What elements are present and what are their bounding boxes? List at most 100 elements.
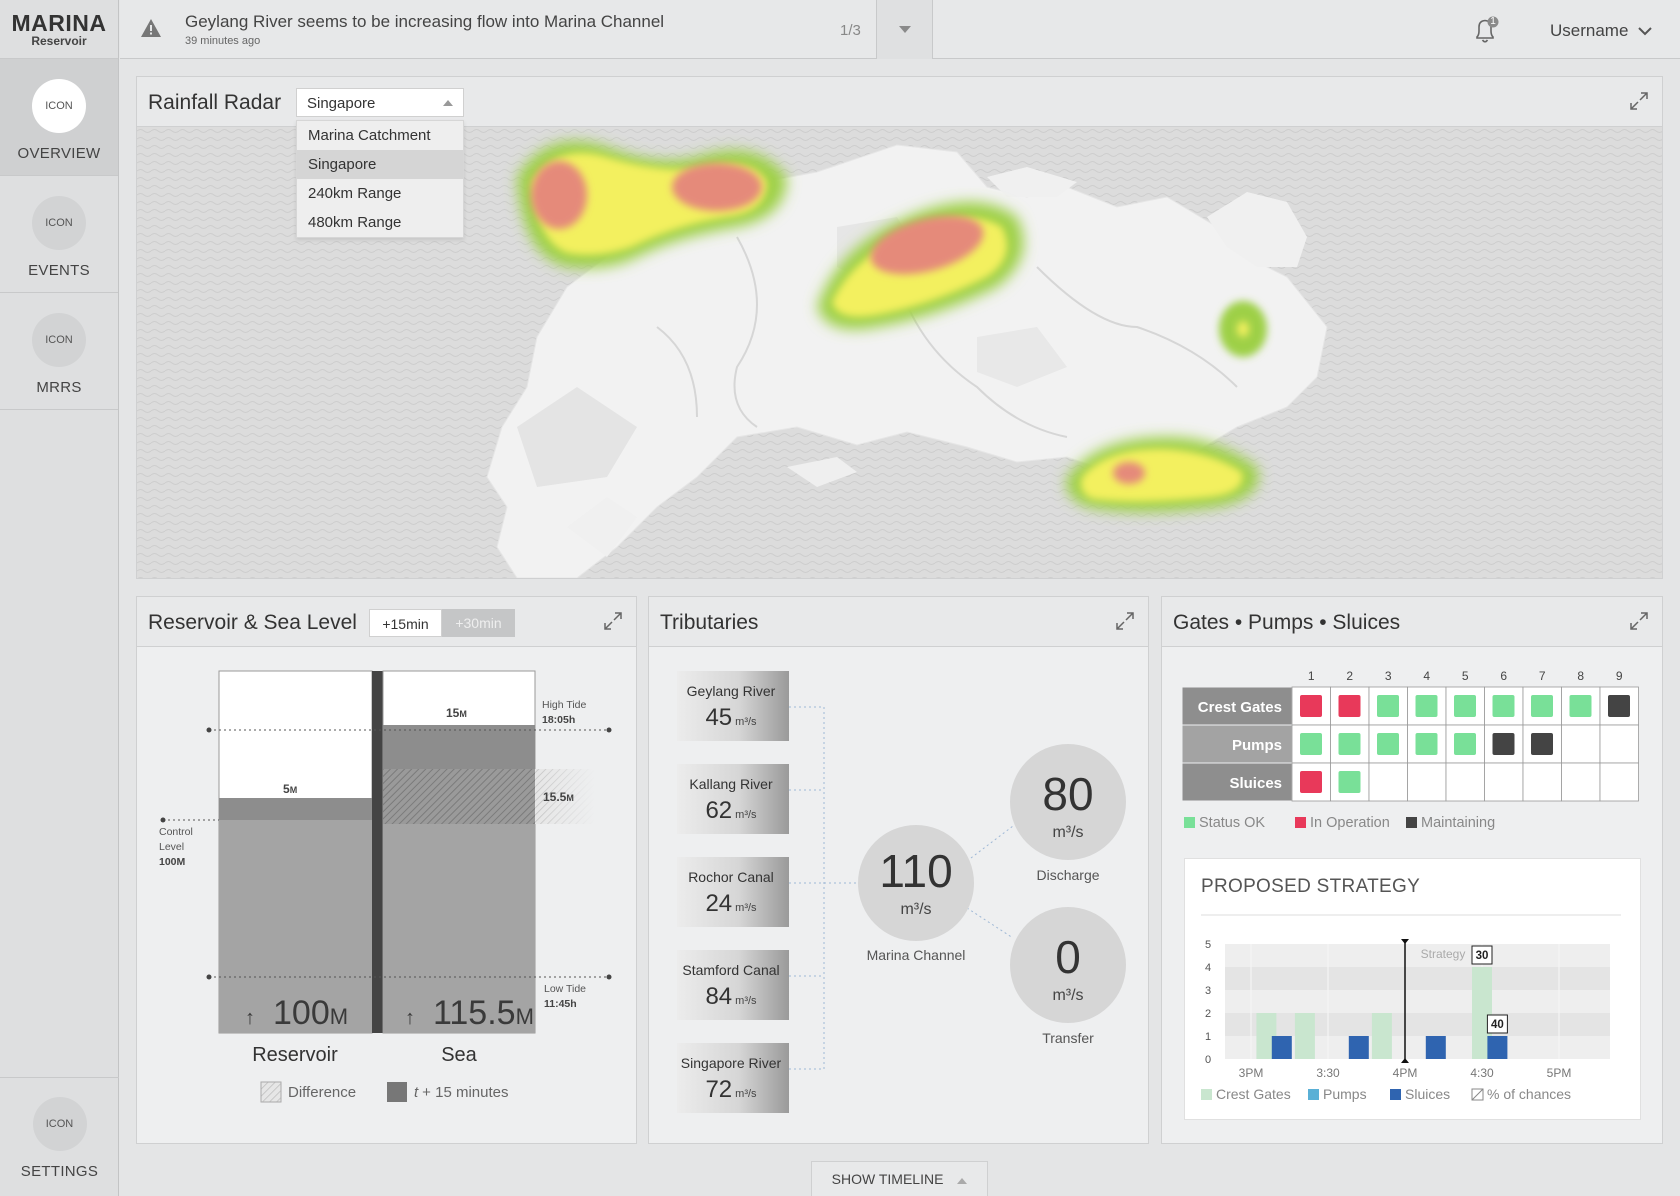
strategy-label: Strategy xyxy=(1421,947,1466,961)
alert-time: 39 minutes ago xyxy=(185,35,261,47)
brand-subtitle: Reservoir xyxy=(31,34,87,48)
sea-column-label: Sea xyxy=(441,1044,477,1066)
sea-change-band xyxy=(383,725,535,769)
bar[interactable] xyxy=(1371,1013,1392,1059)
nav-item-overview[interactable]: ICON OVERVIEW xyxy=(0,59,118,176)
bar[interactable] xyxy=(1348,1036,1369,1059)
equipment-row: Sluices xyxy=(1181,762,1639,802)
status-ok-indicator xyxy=(1338,771,1361,793)
rain-cell xyxy=(817,202,1024,330)
expand-icon[interactable] xyxy=(1115,611,1135,631)
transfer-node: 0 m³/s Transfer xyxy=(1010,907,1126,1046)
unit-label: m³/s xyxy=(735,902,757,914)
river-card[interactable]: Stamford Canal 84 m³/s xyxy=(677,950,789,1020)
alert-dropdown-button[interactable] xyxy=(876,0,933,59)
river-card[interactable]: Singapore River 72 m³/s xyxy=(677,1043,789,1113)
low-tide-label: Low Tide xyxy=(544,983,586,995)
bar[interactable] xyxy=(1487,1036,1508,1059)
region-option-480km[interactable]: 480km Range xyxy=(308,214,402,231)
status-maintaining-indicator xyxy=(1531,733,1553,755)
user-menu[interactable]: Username xyxy=(1550,21,1653,41)
region-option-singapore[interactable]: Singapore xyxy=(297,150,463,179)
status-cell[interactable] xyxy=(1561,724,1601,764)
region-option-marina-catchment[interactable]: Marina Catchment xyxy=(308,127,431,144)
x-tick-label: 3:30 xyxy=(1316,1066,1340,1080)
panel-title: Reservoir & Sea Level xyxy=(148,611,357,634)
sea-fill xyxy=(383,824,535,1033)
toggle-30min[interactable]: +30min xyxy=(442,609,515,637)
legend-t15-label: + 15 minutes xyxy=(422,1084,508,1101)
bar[interactable] xyxy=(1271,1036,1292,1059)
caret-up-icon xyxy=(443,100,453,106)
status-cell[interactable] xyxy=(1599,724,1639,764)
expand-icon[interactable] xyxy=(1629,91,1649,111)
show-timeline-button[interactable]: SHOW TIMELINE xyxy=(811,1161,988,1196)
legend-operation-label: In Operation xyxy=(1310,815,1390,831)
toggle-15min[interactable]: +15min xyxy=(369,609,442,637)
river-card[interactable]: Geylang River 45 m³/s xyxy=(677,671,789,741)
status-cell[interactable] xyxy=(1561,762,1601,802)
unit-label: m³/s xyxy=(735,716,757,728)
column-number: 6 xyxy=(1500,669,1507,683)
nav-label-mrrs: MRRS xyxy=(36,379,82,396)
discharge-value: 80 xyxy=(1042,768,1093,820)
brand-logo: MARINA Reservoir xyxy=(0,0,118,59)
control-level-value: 100M xyxy=(159,856,186,868)
control-level-label-2: Level xyxy=(159,841,184,853)
legend-ok-swatch xyxy=(1184,817,1195,828)
nav-item-settings[interactable]: ICON SETTINGS xyxy=(0,1077,119,1196)
region-select[interactable]: Singapore xyxy=(296,88,464,117)
svg-text:15M: 15M xyxy=(446,706,467,720)
status-cell[interactable] xyxy=(1522,762,1562,802)
region-option-240km[interactable]: 240km Range xyxy=(308,185,402,202)
transfer-value: 0 xyxy=(1055,931,1081,983)
events-icon: ICON xyxy=(32,196,86,250)
svg-text:t+ 15 minutes: t + 15 minutes xyxy=(414,1084,508,1101)
caret-down-icon xyxy=(898,25,911,33)
status-cell[interactable] xyxy=(1368,762,1408,802)
unit-label: m³/s xyxy=(735,995,757,1007)
discharge-label: Discharge xyxy=(1036,867,1099,883)
column-number: 9 xyxy=(1616,669,1623,683)
expand-icon[interactable] xyxy=(603,611,623,631)
legend-t-italic: t xyxy=(414,1084,419,1101)
reservoir-fill xyxy=(219,820,372,1033)
bar[interactable] xyxy=(1472,967,1492,1059)
sea-big-value: 115.5 xyxy=(433,994,516,1032)
river-value: 24 xyxy=(705,890,732,917)
bar[interactable] xyxy=(1425,1036,1446,1059)
legend-ok-label: Status OK xyxy=(1199,815,1265,831)
status-ok-indicator xyxy=(1531,695,1553,717)
region-dropdown-menu: Marina Catchment Singapore 240km Range 4… xyxy=(296,120,464,238)
expand-icon[interactable] xyxy=(1629,611,1649,631)
bar[interactable] xyxy=(1256,1013,1277,1059)
status-cell[interactable] xyxy=(1484,762,1524,802)
river-card[interactable]: Kallang River 62 m³/s xyxy=(677,764,789,834)
river-card[interactable]: Rochor Canal 24 m³/s xyxy=(677,857,789,927)
legend-swatch xyxy=(1390,1089,1401,1100)
bar[interactable] xyxy=(1294,1013,1315,1059)
equipment-status-grid: 1 2 3 4 5 6 7 8 9 Crest Gates Pumps Sluices Status O… xyxy=(1181,669,1639,831)
sidebar: MARINA Reservoir ICON OVERVIEW ICON EVEN… xyxy=(0,0,119,1196)
svg-text:100M: 100M xyxy=(273,994,348,1032)
status-cell[interactable] xyxy=(1445,762,1485,802)
grid-band xyxy=(1225,1013,1610,1036)
nav-item-mrrs[interactable]: ICON MRRS xyxy=(0,293,118,410)
status-ok-indicator xyxy=(1300,733,1322,755)
nav-item-events[interactable]: ICON EVENTS xyxy=(0,176,118,293)
status-cell[interactable] xyxy=(1599,762,1639,802)
unit-label: m³/s xyxy=(735,1088,757,1100)
legend-swatch xyxy=(1201,1089,1212,1100)
status-cell[interactable] xyxy=(1407,762,1447,802)
bell-icon xyxy=(1476,16,1499,43)
notifications-button[interactable]: 1 xyxy=(1473,16,1499,46)
tributaries-panel: Tributaries Geylang River 45 m³/s Kallang… xyxy=(648,596,1149,1144)
sea-difference-band xyxy=(383,769,535,824)
unit-label: m³/s xyxy=(900,901,931,918)
username: Username xyxy=(1550,21,1629,40)
equipment-row: Pumps xyxy=(1181,724,1639,764)
nav-label-events: EVENTS xyxy=(28,262,90,279)
channel-label: Marina Channel xyxy=(867,947,966,963)
reservoir-sea-level-panel: Reservoir & Sea Level +15min +30min xyxy=(136,596,637,1144)
